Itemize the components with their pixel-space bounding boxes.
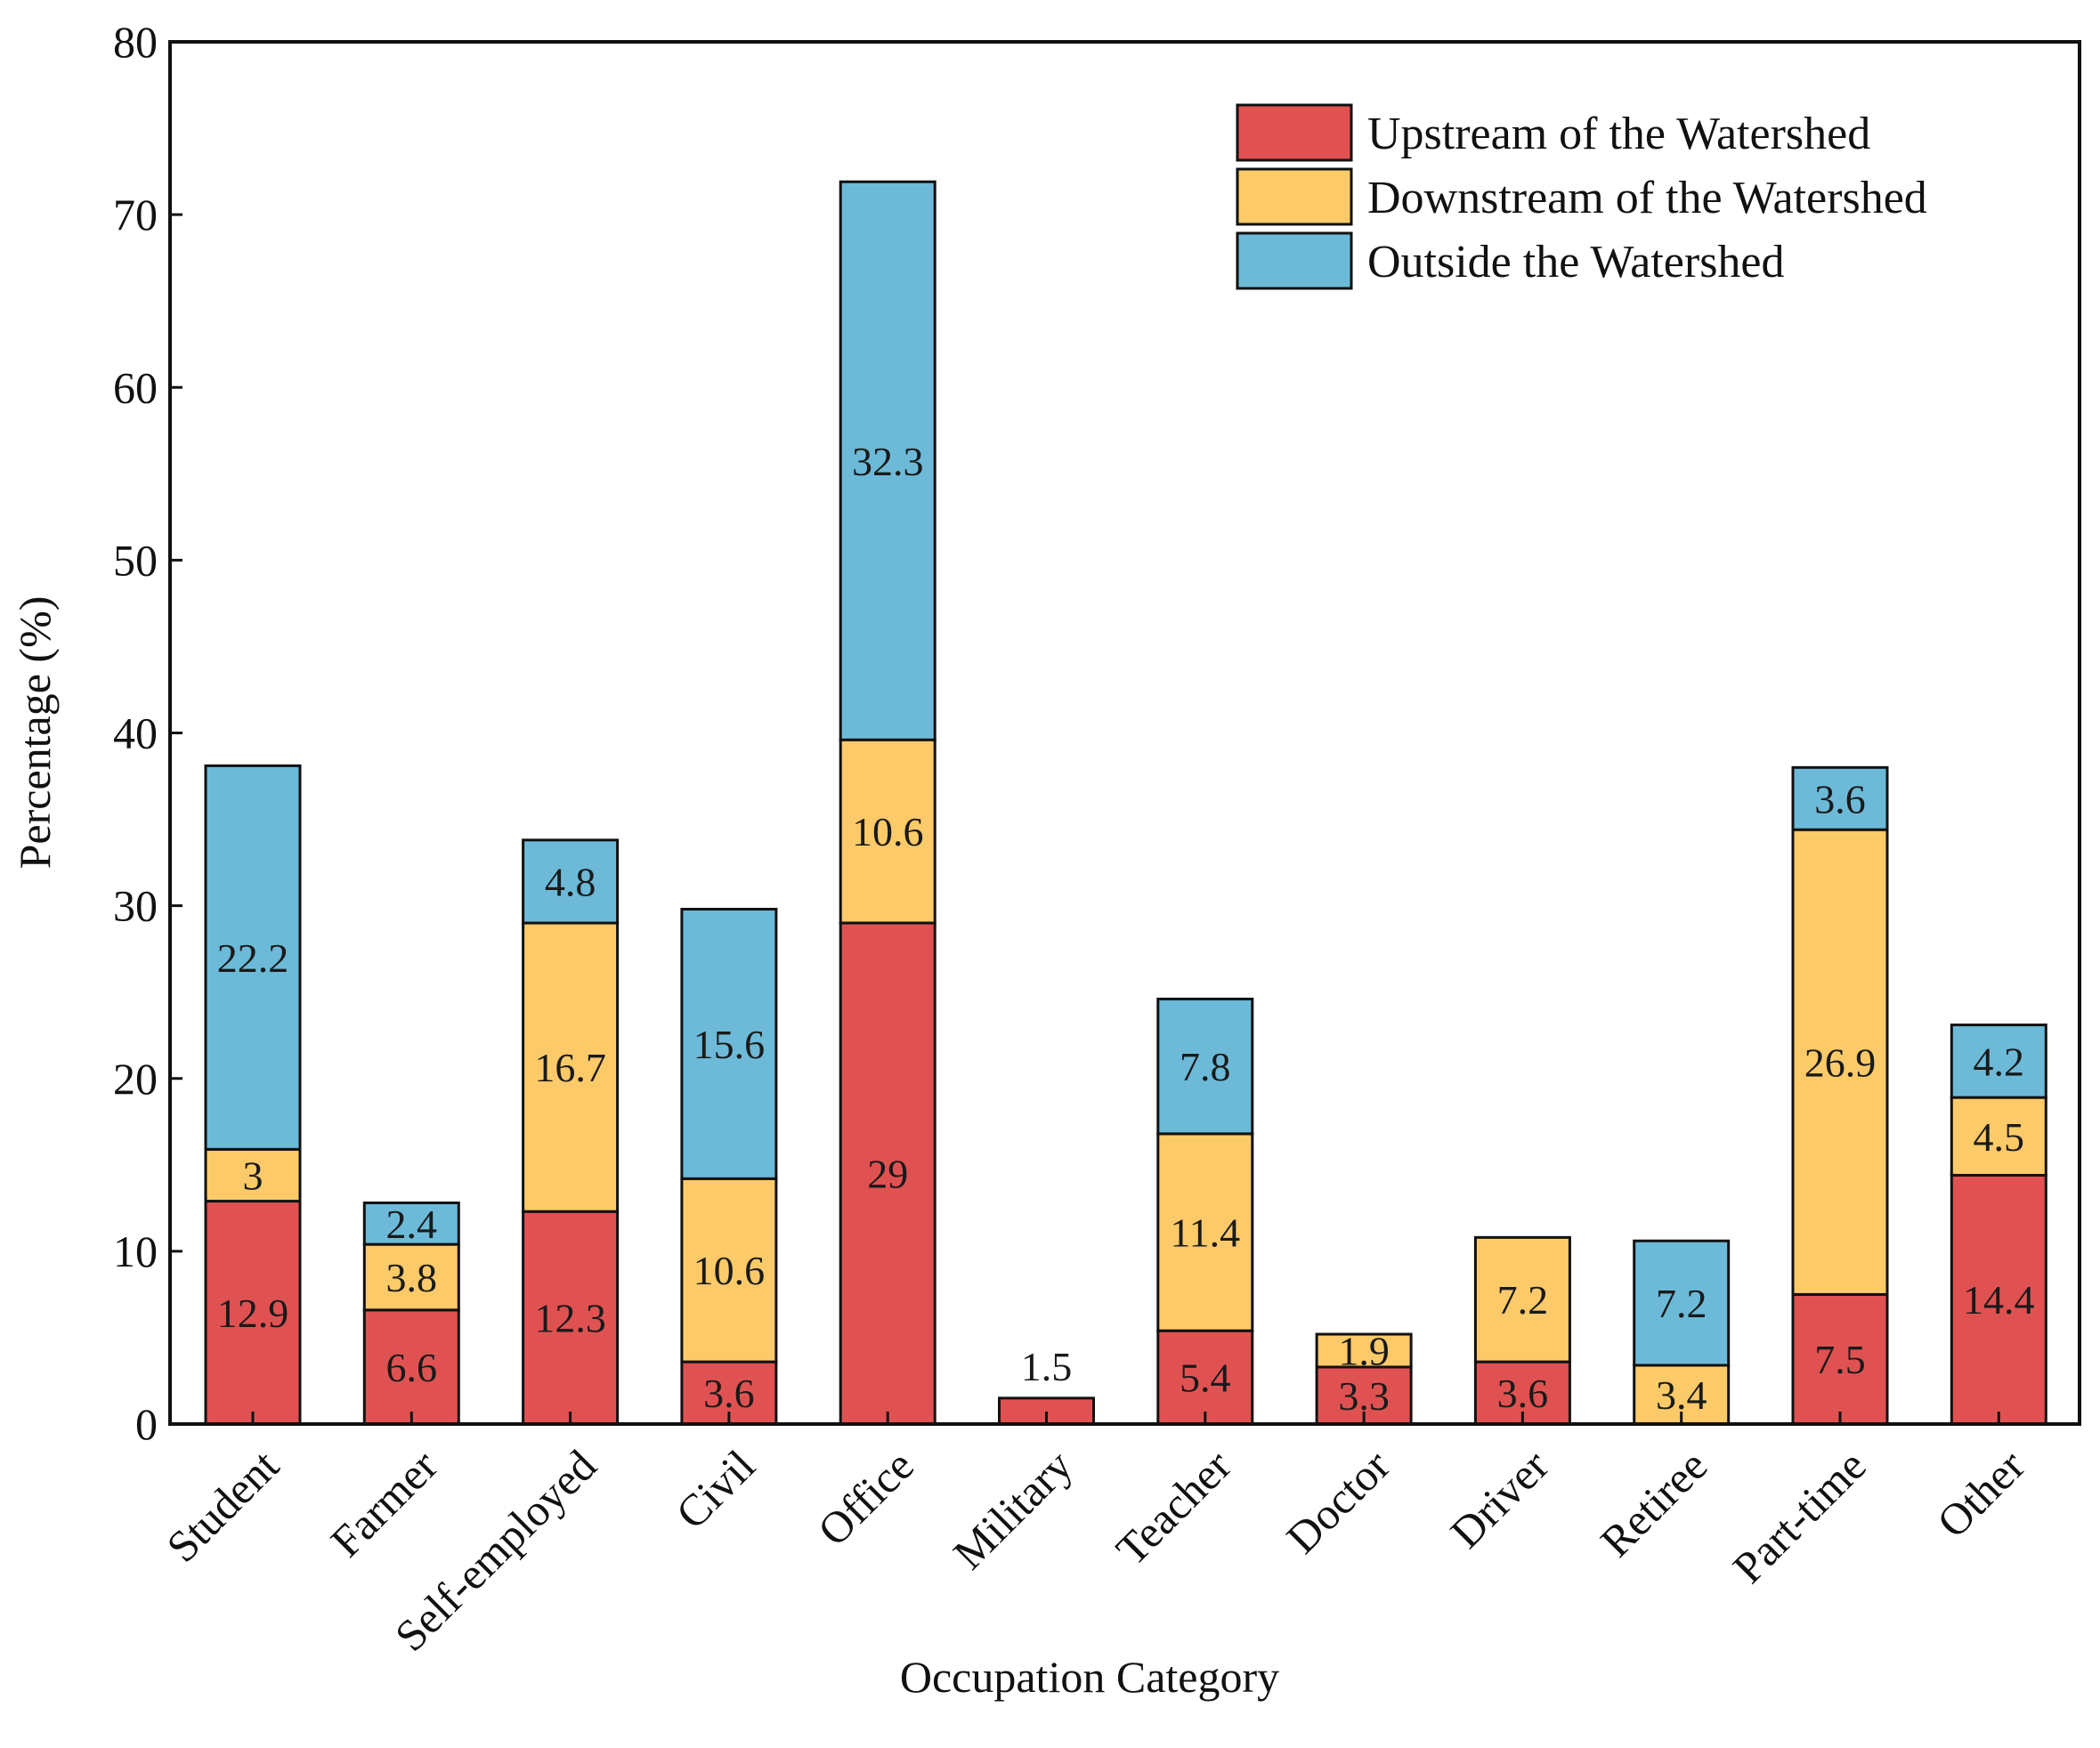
data-label: 6.6 xyxy=(386,1345,438,1390)
bar-segment-part-time-outside xyxy=(1791,765,1889,831)
y-tick-label: 10 xyxy=(113,1226,158,1276)
x-tick-label: Farmer xyxy=(320,1440,447,1566)
x-tick-label: Civil xyxy=(666,1440,764,1538)
bar-segment-part-time-downstream xyxy=(1791,828,1889,1296)
data-label: 10.6 xyxy=(852,809,924,854)
bar-segment-student-outside xyxy=(204,764,302,1151)
data-label: 7.8 xyxy=(1180,1044,1231,1089)
bar-segment-civil-downstream xyxy=(680,1177,778,1364)
bar-labels-layer: 12.9 3 22.2 6.6 3.8 2.4 12.3 16.7 4.8 3.6 10.6 15.6… xyxy=(217,439,2035,1419)
legend-label: Upstream of the Watershed xyxy=(1367,109,1870,159)
bar-segment-self-employed-outside xyxy=(522,838,620,925)
bar-segment-farmer-upstream xyxy=(362,1308,460,1426)
bar-segment-civil-outside xyxy=(680,908,778,1180)
x-tick-label: Student xyxy=(157,1440,288,1572)
y-tick-label: 20 xyxy=(113,1054,158,1104)
data-label: 22.2 xyxy=(217,935,289,981)
legend-swatch xyxy=(1236,231,1353,290)
y-axis: 0 10 20 30 40 50 60 70 80 xyxy=(113,17,182,1449)
data-label: 3.8 xyxy=(386,1255,438,1300)
data-label: 12.9 xyxy=(217,1291,289,1336)
bar-segment-student-upstream xyxy=(204,1200,302,1426)
bar-segment-self-employed-downstream xyxy=(522,921,620,1213)
legend-swatch xyxy=(1236,167,1353,226)
data-label: 1.5 xyxy=(1021,1344,1073,1389)
data-label: 26.9 xyxy=(1804,1040,1877,1085)
data-label: 32.3 xyxy=(852,439,924,484)
x-tick-label: Military xyxy=(944,1440,1082,1578)
x-tick-label: Doctor xyxy=(1277,1440,1399,1563)
bar-segment-other-upstream xyxy=(1950,1173,2047,1426)
data-label: 4.2 xyxy=(1974,1039,2025,1084)
x-tick-label: Office xyxy=(808,1440,923,1555)
data-label: 3.4 xyxy=(1656,1372,1707,1418)
legend-swatch xyxy=(1236,103,1353,162)
bar-segment-doctor-downstream xyxy=(1315,1332,1413,1369)
bar-segment-farmer-outside xyxy=(362,1202,460,1246)
y-tick-label: 80 xyxy=(113,17,158,67)
x-axis-title: Occupation Category xyxy=(900,1652,1279,1702)
data-label: 7.2 xyxy=(1497,1277,1549,1323)
x-tick-label: Part-time xyxy=(1723,1440,1876,1592)
data-label: 15.6 xyxy=(693,1022,766,1067)
data-label: 1.9 xyxy=(1338,1328,1390,1373)
data-label: 10.6 xyxy=(693,1248,766,1293)
bar-segment-student-downstream xyxy=(204,1147,302,1203)
x-tick-label: Driver xyxy=(1440,1440,1558,1558)
y-axis-title: Percentage (%) xyxy=(10,596,60,870)
bar-segment-retiree-outside xyxy=(1633,1239,1731,1367)
data-label: 3.6 xyxy=(1497,1371,1549,1416)
y-tick-label: 60 xyxy=(113,362,158,412)
data-label: 7.5 xyxy=(1814,1337,1866,1382)
data-label: 11.4 xyxy=(1170,1210,1240,1256)
data-label: 29 xyxy=(867,1152,908,1197)
data-label: 5.4 xyxy=(1180,1356,1231,1401)
data-label: 4.8 xyxy=(545,859,596,904)
y-tick-label: 50 xyxy=(113,535,158,585)
bar-segment-teacher-downstream xyxy=(1156,1132,1254,1332)
data-label: 3.3 xyxy=(1338,1373,1390,1419)
bar-segment-farmer-downstream xyxy=(362,1242,460,1312)
y-tick-label: 30 xyxy=(113,881,158,931)
data-label: 2.4 xyxy=(386,1202,438,1247)
legend-label: Downstream of the Watershed xyxy=(1367,173,1927,223)
legend: Upstream of the Watershed Downstream of t… xyxy=(1236,103,1927,290)
x-tick-label: Teacher xyxy=(1107,1440,1241,1574)
data-label: 14.4 xyxy=(1963,1277,2035,1323)
data-label: 4.5 xyxy=(1974,1114,2025,1160)
data-label: 16.7 xyxy=(534,1045,606,1090)
data-label: 7.2 xyxy=(1656,1281,1707,1326)
data-label: 3 xyxy=(243,1153,264,1198)
y-tick-label: 40 xyxy=(113,708,158,758)
bar-segment-part-time-upstream xyxy=(1791,1292,1889,1426)
y-tick-label: 0 xyxy=(135,1399,158,1449)
bar-segment-other-outside xyxy=(1950,1024,2047,1099)
y-tick-label: 70 xyxy=(113,190,158,239)
x-tick-label: Retiree xyxy=(1591,1440,1717,1566)
bars-layer xyxy=(204,180,2047,1426)
bar-segment-office-outside xyxy=(839,180,936,741)
data-label: 3.6 xyxy=(1814,776,1866,821)
data-label: 12.3 xyxy=(534,1296,606,1341)
bar-segment-driver-downstream xyxy=(1473,1235,1571,1364)
bar-segment-teacher-upstream xyxy=(1156,1329,1254,1426)
x-tick-label: Other xyxy=(1927,1440,2034,1547)
data-label: 3.6 xyxy=(703,1371,755,1416)
bar-segment-teacher-outside xyxy=(1156,997,1254,1136)
legend-label: Outside the Watershed xyxy=(1367,237,1785,287)
